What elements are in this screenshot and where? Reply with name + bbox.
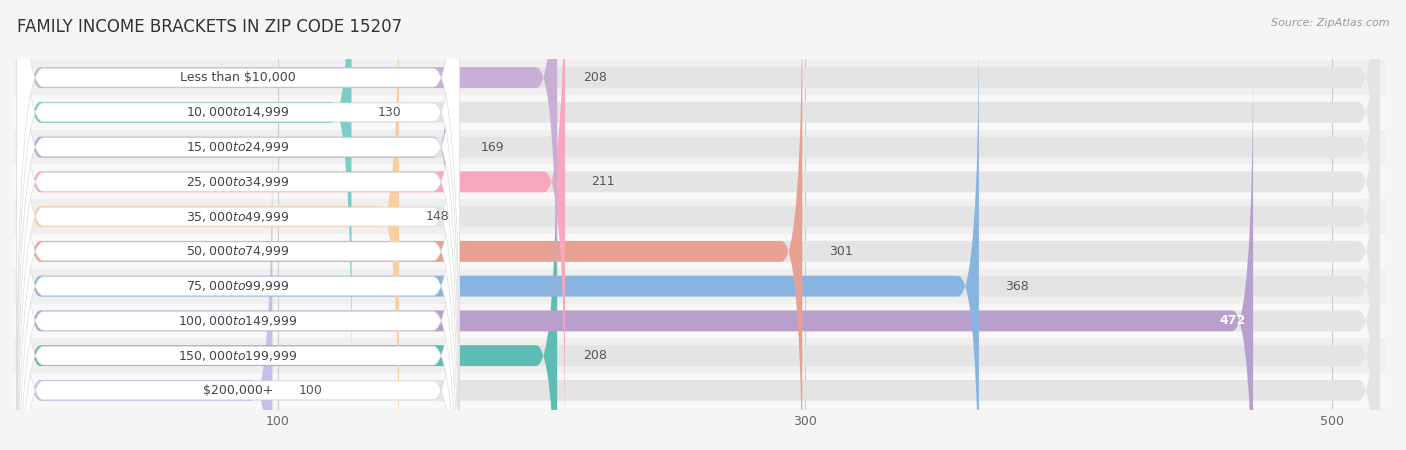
- FancyBboxPatch shape: [20, 0, 565, 450]
- FancyBboxPatch shape: [20, 0, 1379, 380]
- FancyBboxPatch shape: [20, 123, 1379, 450]
- FancyBboxPatch shape: [20, 0, 803, 450]
- FancyBboxPatch shape: [17, 0, 460, 450]
- Text: $10,000 to $14,999: $10,000 to $14,999: [187, 105, 290, 119]
- Bar: [14, 303, 1385, 338]
- FancyBboxPatch shape: [17, 0, 460, 416]
- Text: 211: 211: [592, 176, 614, 189]
- Text: $150,000 to $199,999: $150,000 to $199,999: [179, 349, 298, 363]
- FancyBboxPatch shape: [17, 0, 460, 450]
- FancyBboxPatch shape: [20, 0, 399, 450]
- Text: $25,000 to $34,999: $25,000 to $34,999: [187, 175, 290, 189]
- FancyBboxPatch shape: [20, 0, 352, 380]
- Text: 208: 208: [583, 71, 607, 84]
- Text: $75,000 to $99,999: $75,000 to $99,999: [187, 279, 290, 293]
- Bar: [14, 373, 1385, 408]
- Text: FAMILY INCOME BRACKETS IN ZIP CODE 15207: FAMILY INCOME BRACKETS IN ZIP CODE 15207: [17, 18, 402, 36]
- FancyBboxPatch shape: [20, 0, 454, 415]
- Bar: [14, 234, 1385, 269]
- FancyBboxPatch shape: [20, 0, 1379, 450]
- Text: 169: 169: [481, 140, 505, 153]
- Text: 130: 130: [378, 106, 402, 119]
- FancyBboxPatch shape: [20, 0, 1379, 345]
- FancyBboxPatch shape: [20, 0, 1379, 450]
- Text: 472: 472: [1219, 315, 1246, 328]
- Bar: [14, 60, 1385, 95]
- Text: 100: 100: [299, 384, 322, 397]
- Text: $15,000 to $24,999: $15,000 to $24,999: [187, 140, 290, 154]
- Bar: [14, 165, 1385, 199]
- Bar: [14, 95, 1385, 130]
- FancyBboxPatch shape: [17, 0, 460, 450]
- Bar: [14, 130, 1385, 165]
- FancyBboxPatch shape: [20, 0, 557, 345]
- FancyBboxPatch shape: [17, 0, 460, 450]
- FancyBboxPatch shape: [20, 53, 1379, 450]
- FancyBboxPatch shape: [20, 88, 1379, 450]
- Text: $50,000 to $74,999: $50,000 to $74,999: [187, 244, 290, 258]
- FancyBboxPatch shape: [20, 88, 557, 450]
- FancyBboxPatch shape: [20, 0, 1379, 415]
- Text: Source: ZipAtlas.com: Source: ZipAtlas.com: [1271, 18, 1389, 28]
- FancyBboxPatch shape: [20, 18, 979, 450]
- Text: Less than $10,000: Less than $10,000: [180, 71, 297, 84]
- Text: $35,000 to $49,999: $35,000 to $49,999: [187, 210, 290, 224]
- FancyBboxPatch shape: [17, 0, 460, 450]
- Text: 368: 368: [1005, 279, 1029, 292]
- Text: $100,000 to $149,999: $100,000 to $149,999: [179, 314, 298, 328]
- Text: 148: 148: [426, 210, 449, 223]
- FancyBboxPatch shape: [17, 0, 460, 450]
- FancyBboxPatch shape: [20, 53, 1253, 450]
- Bar: [14, 199, 1385, 234]
- Text: 208: 208: [583, 349, 607, 362]
- Bar: [14, 269, 1385, 303]
- Text: $200,000+: $200,000+: [202, 384, 273, 397]
- FancyBboxPatch shape: [17, 0, 460, 450]
- FancyBboxPatch shape: [17, 18, 460, 450]
- Text: 301: 301: [828, 245, 852, 258]
- FancyBboxPatch shape: [20, 123, 273, 450]
- Bar: [14, 338, 1385, 373]
- FancyBboxPatch shape: [20, 18, 1379, 450]
- FancyBboxPatch shape: [17, 52, 460, 450]
- FancyBboxPatch shape: [20, 0, 1379, 450]
